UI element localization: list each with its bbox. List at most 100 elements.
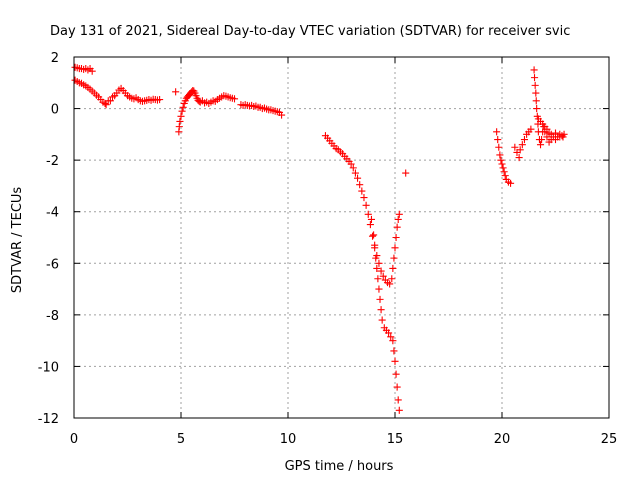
x-tick-label: 10: [280, 432, 297, 447]
data-point: [368, 232, 377, 240]
data-point: [377, 306, 385, 314]
data-point: [389, 264, 397, 272]
data-point: [387, 333, 395, 341]
y-tick-label: -4: [46, 206, 59, 221]
data-point: [175, 123, 183, 131]
data-point: [177, 112, 185, 120]
data-point: [278, 111, 286, 119]
y-tick-label: 0: [51, 103, 59, 118]
data-point: [101, 99, 109, 107]
data-point: [371, 241, 379, 249]
data-point: [530, 74, 539, 82]
data-point: [390, 347, 398, 355]
data-point: [377, 267, 385, 275]
data-point: [351, 169, 359, 177]
grid-lines: [74, 57, 609, 418]
data-point: [386, 280, 394, 288]
data-point: [172, 88, 180, 96]
y-axis-label: SDTVAR / TECUs: [10, 187, 25, 294]
data-point: [390, 254, 398, 262]
data-point: [499, 164, 507, 172]
x-tick-label: 25: [601, 432, 618, 447]
data-point: [179, 103, 187, 111]
data-point: [518, 141, 526, 149]
data-point: [543, 125, 551, 133]
data-point: [513, 148, 521, 156]
data-point: [495, 143, 503, 151]
data-point: [392, 370, 400, 378]
data-point: [532, 97, 540, 105]
data-point: [191, 89, 199, 97]
data-point: [501, 172, 509, 180]
data-point: [367, 215, 376, 223]
data-point: [559, 133, 567, 141]
data-point: [393, 383, 401, 391]
data-point: [533, 105, 541, 113]
data-point: [494, 135, 502, 144]
x-axis-label: GPS time / hours: [285, 459, 394, 474]
y-tick-label: -10: [38, 360, 59, 375]
data-point: [530, 66, 538, 74]
data-point: [106, 97, 114, 105]
data-point: [511, 143, 519, 151]
data-point: [364, 210, 372, 218]
data-point: [388, 275, 396, 283]
data-point: [372, 254, 380, 262]
data-point: [532, 89, 540, 97]
data-point: [180, 99, 188, 107]
data-point: [102, 101, 110, 109]
data-point: [560, 130, 568, 138]
data-point: [362, 201, 370, 209]
data-point: [496, 151, 504, 159]
y-tick-label: 2: [51, 51, 59, 66]
data-point: [393, 223, 401, 231]
data-point: [176, 117, 184, 126]
data-point: [507, 179, 515, 187]
data-point: [394, 396, 402, 404]
data-point: [376, 295, 384, 303]
y-tick-label: -2: [46, 154, 59, 169]
x-tick-label: 15: [387, 432, 404, 447]
data-point: [374, 275, 382, 283]
data-point: [531, 81, 539, 89]
data-point: [551, 129, 560, 137]
data-point: [391, 357, 399, 365]
data-point: [538, 135, 546, 144]
data-point: [366, 221, 374, 229]
data-point: [498, 160, 506, 168]
data-point: [378, 316, 386, 324]
data-point: [543, 133, 551, 141]
data-point: [516, 146, 524, 154]
data-point: [391, 244, 399, 252]
data-series: [71, 63, 568, 414]
data-point: [402, 169, 410, 177]
data-point: [375, 285, 383, 293]
data-point: [497, 156, 505, 164]
data-point: [178, 107, 186, 115]
chart-title: Day 131 of 2021, Sidereal Day-to-day VTE…: [50, 24, 570, 39]
data-point: [500, 168, 508, 176]
plot-frame: [73, 56, 610, 419]
data-point: [360, 193, 368, 202]
data-point: [533, 112, 541, 120]
x-tick-label: 20: [494, 432, 511, 447]
data-point: [527, 125, 535, 133]
data-point: [392, 233, 400, 242]
data-point: [375, 259, 383, 267]
data-point: [536, 141, 545, 149]
data-point: [181, 97, 189, 105]
data-point: [347, 160, 355, 168]
y-tick-label: -12: [38, 412, 59, 427]
data-point: [395, 210, 403, 218]
y-tick-label: -8: [46, 309, 59, 324]
data-point: [395, 406, 403, 414]
data-point: [379, 272, 387, 280]
x-tick-label: 0: [70, 432, 78, 447]
x-tick-label: 5: [177, 432, 185, 447]
data-point: [349, 164, 357, 172]
data-point: [230, 95, 239, 103]
data-point: [358, 187, 366, 195]
data-point: [520, 135, 529, 144]
data-point: [356, 181, 364, 189]
